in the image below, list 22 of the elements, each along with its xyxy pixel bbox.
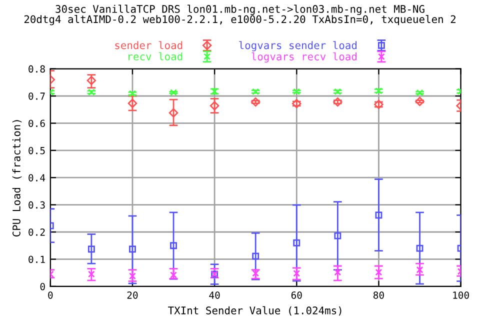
x-tick-label: 60 xyxy=(291,291,302,299)
x-tick-label: 80 xyxy=(373,291,384,299)
y-tick-label: 0.4 xyxy=(28,174,46,182)
legend-label: logvars sender load xyxy=(239,41,357,52)
x-tick-label: 100 xyxy=(453,291,469,299)
legend-label: recv load xyxy=(128,52,182,60)
chart-title: 30sec VanillaTCP DRS lon01.mb-ng.net->lon03.mb-ng.net MB-NG 20dtg4 altAIMD-0.2 web100-2.2.1, e1000-5.2.20 TxAbsIn=0, txqueuelen 2 xyxy=(24,4,456,26)
legend-label: logvars recv load xyxy=(252,52,357,63)
y-axis-title: CPU Load (fraction) xyxy=(12,120,22,236)
y-tick-label: 0.6 xyxy=(28,120,45,128)
x-tick-label: 40 xyxy=(209,291,220,299)
x-tick-label: 0 xyxy=(48,291,53,299)
y-tick-label: 0.5 xyxy=(28,146,45,154)
legend-label: sender load xyxy=(115,41,182,50)
y-tick-label: 0.1 xyxy=(28,256,45,264)
y-tick-label: 0 xyxy=(40,282,45,290)
x-tick-label: 20 xyxy=(127,291,138,299)
y-tick-label: 0.2 xyxy=(28,228,45,236)
y-tick-label: 0.7 xyxy=(28,92,45,100)
y-tick-label: 0.8 xyxy=(28,65,45,73)
y-tick-label: 0.3 xyxy=(28,201,45,209)
x-axis-title: TXInt Sender Value (1.024ms) xyxy=(168,306,342,316)
